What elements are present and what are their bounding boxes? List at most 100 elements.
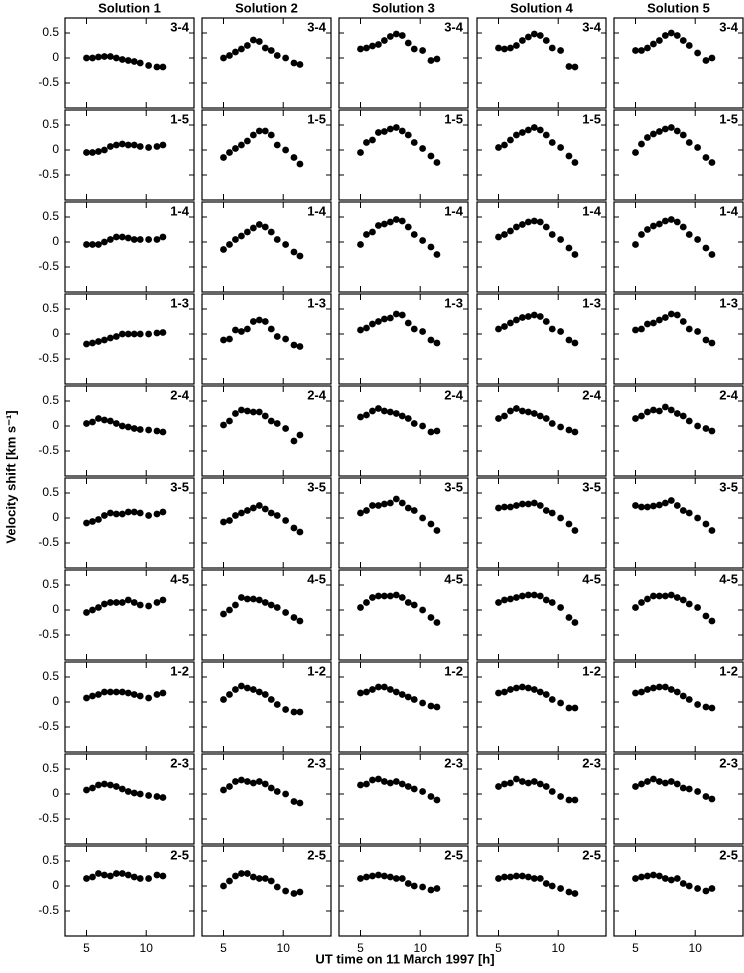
data-point (518, 129, 526, 136)
data-point (410, 420, 418, 427)
data-point (282, 241, 290, 248)
data-point (296, 617, 304, 625)
panel-label: 4-5 (170, 571, 189, 586)
data-point (655, 407, 663, 415)
data-point (524, 313, 532, 320)
data-point (673, 875, 681, 882)
y-tick-label: -0.5 (38, 351, 59, 365)
panel-label: 4-5 (582, 571, 601, 586)
data-point (255, 408, 263, 416)
panel-label: 1-3 (444, 295, 463, 310)
data-point (433, 527, 441, 534)
data-point (404, 131, 412, 139)
data-point (290, 798, 298, 805)
data-point (106, 417, 114, 425)
data-point (238, 232, 245, 240)
data-point (638, 688, 645, 696)
data-point (380, 128, 388, 135)
data-point (419, 699, 427, 707)
data-point (524, 218, 532, 226)
data-point (380, 220, 388, 228)
data-point (89, 339, 96, 347)
y-tick-label: -0.5 (38, 443, 59, 457)
data-point (404, 880, 412, 887)
data-point (375, 405, 382, 412)
data-point (679, 131, 687, 139)
data-point (495, 504, 502, 512)
data-point (524, 779, 532, 787)
data-point (507, 503, 514, 511)
data-point (518, 778, 526, 785)
panel-label: 1-3 (307, 295, 326, 310)
panel-label: 1-4 (719, 203, 739, 218)
data-point (112, 54, 120, 62)
data-point (557, 514, 565, 522)
panel-label: 1-4 (444, 203, 464, 218)
panel-label: 2-5 (307, 847, 326, 862)
data-point (392, 875, 400, 882)
data-point (679, 318, 687, 325)
data-point (565, 888, 573, 896)
data-point (410, 139, 418, 146)
panel-frame (64, 109, 195, 201)
data-point (238, 594, 245, 601)
panel-frame (613, 845, 744, 937)
data-point (433, 55, 441, 63)
data-point (255, 221, 263, 228)
data-point (398, 594, 406, 601)
data-point (708, 617, 716, 625)
data-point (238, 776, 245, 784)
data-point (95, 241, 102, 248)
data-point (380, 500, 388, 508)
data-point (679, 223, 687, 231)
data-point (101, 688, 108, 696)
data-point (261, 691, 269, 698)
data-point (398, 499, 406, 507)
data-point (145, 602, 153, 610)
data-point (296, 252, 304, 260)
data-point (136, 875, 144, 882)
data-point (542, 223, 550, 231)
data-point (524, 408, 532, 416)
data-point (655, 592, 663, 600)
data-point (118, 688, 126, 696)
data-point (369, 42, 376, 50)
data-point (557, 423, 565, 431)
data-point (273, 420, 281, 427)
y-tick-label: 0.5 (42, 25, 59, 39)
panel-label: 1-5 (307, 111, 326, 126)
data-point (644, 503, 651, 511)
data-point (685, 600, 693, 608)
data-point (673, 311, 681, 319)
data-point (507, 227, 514, 235)
data-point (83, 875, 90, 882)
data-point (404, 39, 412, 47)
data-point (386, 33, 394, 40)
data-point (273, 52, 281, 59)
data-point (433, 885, 441, 892)
y-tick-label: -0.5 (38, 535, 59, 549)
data-point (232, 326, 239, 334)
data-point (290, 59, 298, 67)
data-point (392, 124, 400, 131)
data-point (118, 422, 126, 430)
data-point (290, 708, 298, 716)
panel-label: 1-3 (170, 295, 189, 310)
data-point (638, 140, 645, 148)
data-point (650, 130, 657, 138)
data-point (255, 502, 263, 509)
data-point (679, 880, 687, 887)
data-point (375, 683, 382, 691)
data-point (650, 502, 657, 510)
data-point (661, 125, 669, 133)
data-point (542, 37, 550, 44)
data-point (380, 407, 388, 415)
data-point (89, 54, 96, 62)
data-point (655, 872, 663, 880)
data-point (89, 692, 96, 700)
data-point (392, 591, 400, 599)
data-point (357, 241, 364, 248)
data-point (118, 870, 126, 877)
data-point (404, 319, 412, 327)
data-point (159, 794, 167, 801)
